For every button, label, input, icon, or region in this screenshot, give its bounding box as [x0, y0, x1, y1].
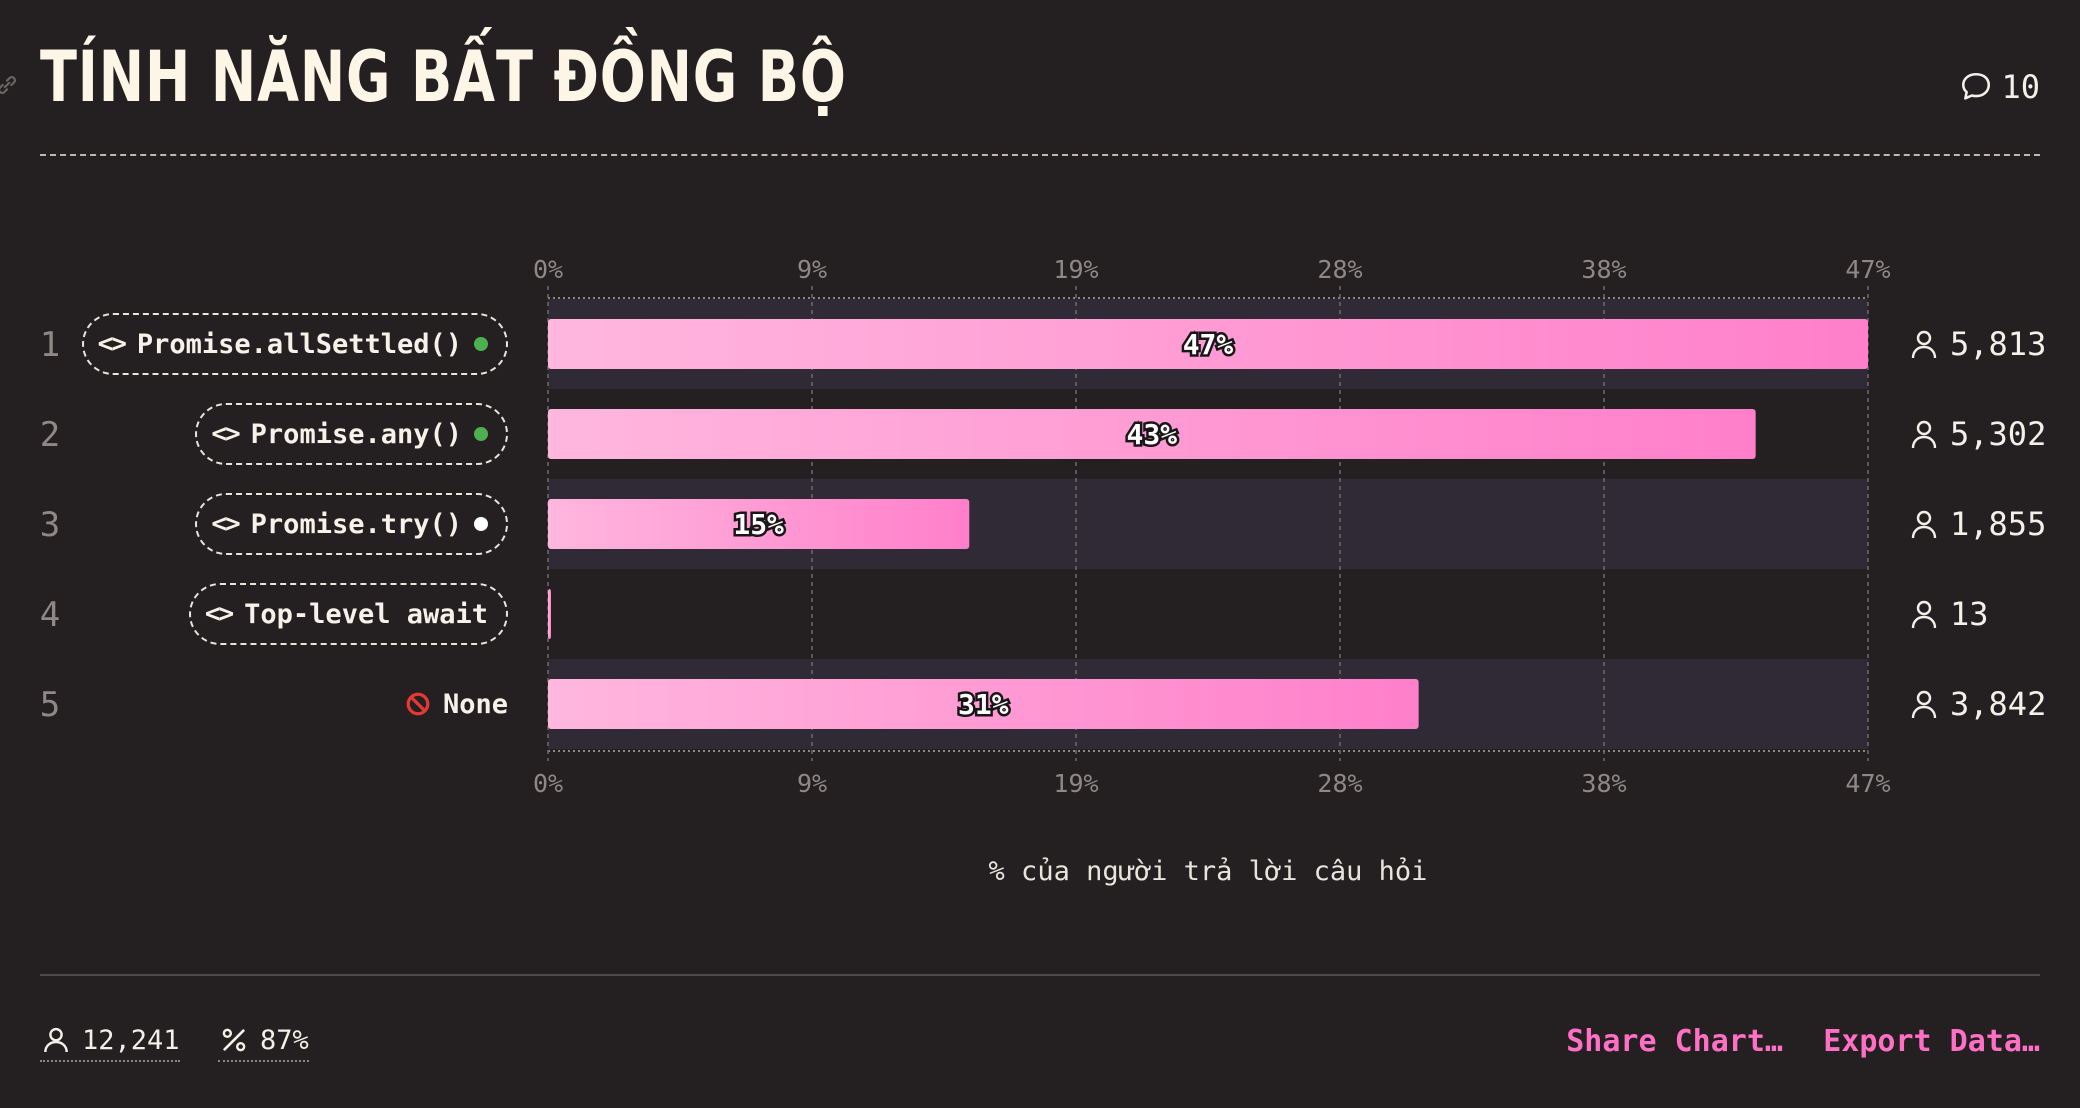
user-icon	[44, 1027, 68, 1053]
user-icon	[1911, 420, 1937, 449]
code-icon: <>	[97, 329, 127, 359]
bar-value-label: 47%	[1183, 328, 1234, 361]
comment-icon	[1962, 72, 1991, 100]
bar[interactable]	[548, 499, 970, 549]
percent-stat[interactable]: 87%	[218, 1024, 309, 1062]
percent-icon	[222, 1028, 246, 1052]
tick-label-top: 38%	[1581, 255, 1626, 284]
rank-number: 1	[40, 325, 60, 365]
bar-chart: 0% 0% 9% 9% 19% 19% 28% 28% 38% 38% 47% 47% % của ng…	[40, 255, 2047, 887]
rank-number: 3	[40, 505, 60, 545]
tick-label-top: 19%	[1053, 255, 1098, 284]
comments-count: 10	[2001, 68, 2040, 106]
user-icon	[1911, 600, 1937, 629]
no-entry-icon	[406, 692, 430, 716]
rank-number: 4	[40, 595, 60, 635]
tick-label-bottom: 47%	[1845, 769, 1890, 798]
tick-label-top: 0%	[533, 255, 563, 284]
respondent-count: 3,842	[1950, 685, 2046, 723]
x-axis-label: % của người trả lời câu hỏi	[989, 856, 1428, 887]
rank-number: 5	[40, 685, 60, 725]
respondent-count: 13	[1950, 595, 1989, 633]
export-data-button[interactable]: Export Data…	[1823, 1024, 2040, 1059]
row-label[interactable]: <> Promise.allSettled()	[81, 313, 508, 375]
bar-value-label: 15%	[733, 508, 784, 541]
footer-divider	[40, 974, 2040, 976]
respondents-stat[interactable]: 12,241	[40, 1024, 180, 1062]
link-icon[interactable]	[0, 72, 20, 98]
tick-label-bottom: 9%	[797, 769, 827, 798]
user-icon	[1911, 690, 1937, 719]
row-label-text: None	[442, 688, 508, 720]
row-label[interactable]: None	[391, 673, 508, 735]
tick-label-bottom: 28%	[1317, 769, 1362, 798]
row-label[interactable]: <> Promise.any()	[195, 403, 508, 465]
tick-label-top: 47%	[1845, 255, 1890, 284]
tick-label-top: 9%	[797, 255, 827, 284]
tick-label-bottom: 19%	[1053, 769, 1098, 798]
bar[interactable]	[548, 409, 1756, 459]
header-divider	[40, 154, 2040, 156]
code-icon: <>	[211, 419, 240, 449]
user-icon	[1911, 510, 1937, 539]
code-icon: <>	[204, 599, 234, 629]
status-dot	[474, 517, 488, 531]
respondent-count: 5,813	[1950, 325, 2046, 363]
bar[interactable]	[548, 589, 551, 639]
bar-value-label: 31%	[958, 688, 1009, 721]
code-icon: <>	[211, 509, 240, 539]
percent-value: 87%	[260, 1024, 309, 1056]
tick-label-top: 28%	[1317, 255, 1362, 284]
row-label[interactable]: <> Top-level await	[188, 583, 508, 645]
bar-value-label: 43%	[1127, 418, 1178, 451]
respondent-count: 1,855	[1950, 505, 2046, 543]
status-dot	[474, 337, 488, 351]
tick-label-bottom: 0%	[533, 769, 563, 798]
row-label-text: Promise.any()	[250, 418, 462, 450]
page-title: TÍNH NĂNG BẤT ĐỒNG BỘ	[40, 36, 847, 118]
user-icon	[1911, 330, 1937, 359]
respondent-count: 5,302	[1950, 415, 2046, 453]
status-dot	[474, 427, 488, 441]
share-chart-button[interactable]: Share Chart…	[1566, 1024, 1783, 1059]
row-label-text: Top-level await	[244, 598, 488, 630]
row-label-text: Promise.try()	[250, 508, 462, 540]
rank-number: 2	[40, 415, 60, 455]
comments-button[interactable]: 10	[1959, 68, 2040, 106]
row-label-text: Promise.allSettled()	[136, 328, 462, 360]
tick-label-bottom: 38%	[1581, 769, 1626, 798]
respondents-count: 12,241	[82, 1024, 180, 1056]
bar[interactable]	[548, 679, 1419, 729]
bar[interactable]	[548, 319, 1868, 369]
row-label[interactable]: <> Promise.try()	[195, 493, 508, 555]
